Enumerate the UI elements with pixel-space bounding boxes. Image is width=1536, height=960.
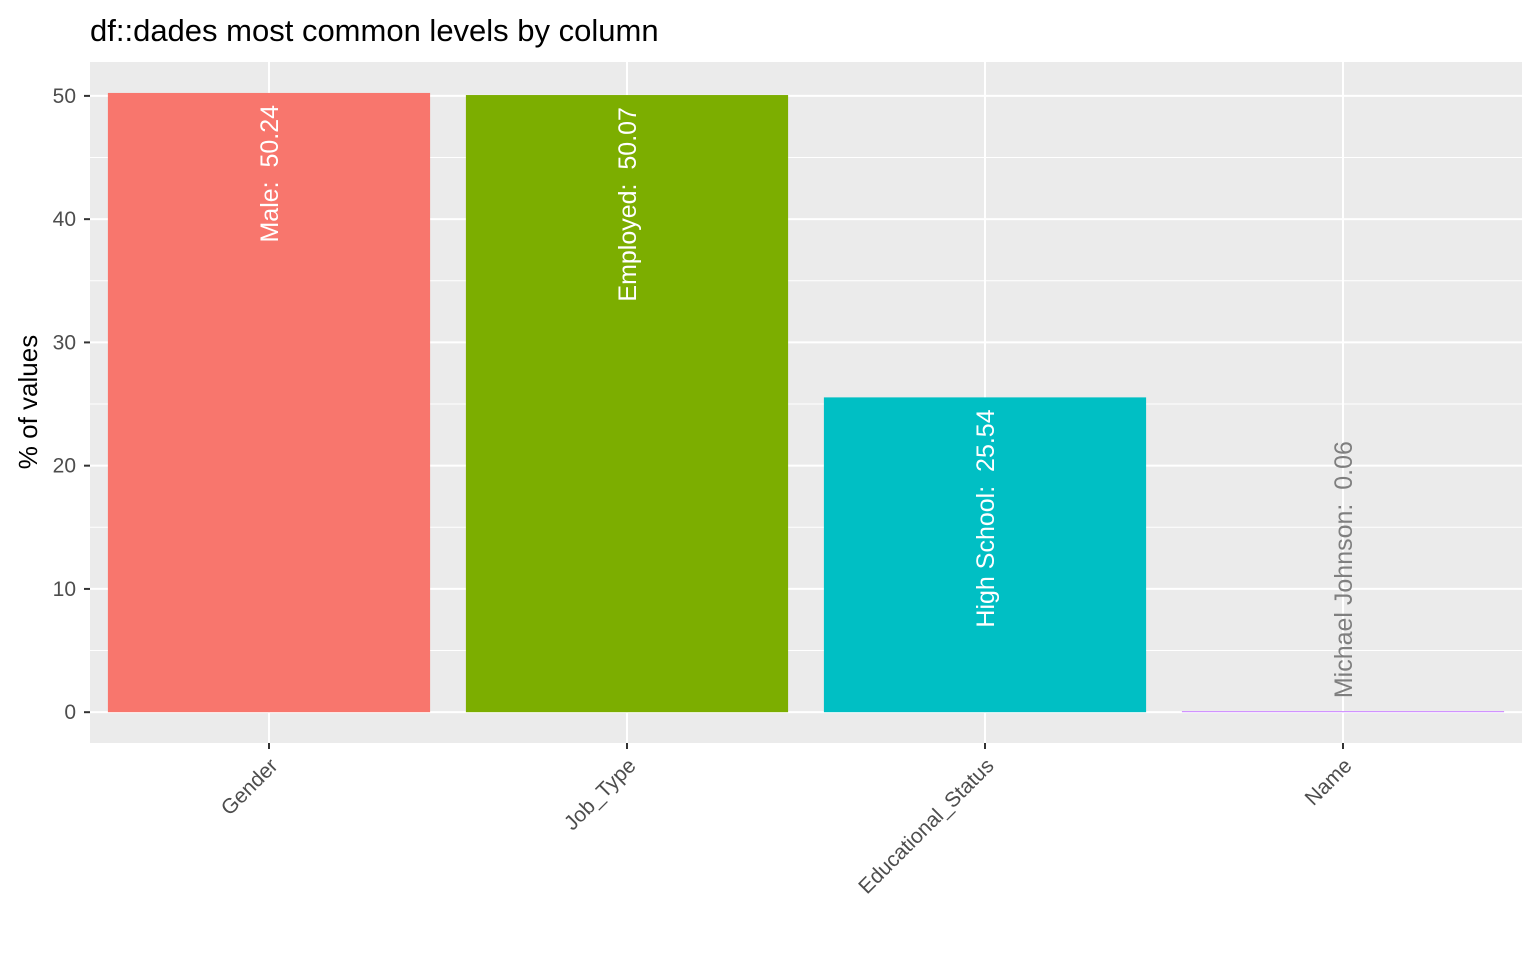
- y-tick-label: 10: [53, 578, 76, 601]
- data-label: Michael Johnson: 0.06: [1330, 441, 1358, 698]
- data-label: Employed: 50.07: [614, 107, 642, 302]
- chart-title: df::dades most common levels by column: [90, 13, 659, 48]
- x-axis: Gender Job_Type Educational_Status Name: [217, 743, 1357, 898]
- data-label: Male: 50.24: [256, 105, 284, 243]
- bar-gender: [107, 92, 431, 713]
- bar-job-type: [465, 95, 789, 713]
- x-tick-label: Educational_Status: [854, 754, 998, 898]
- data-label: High School: 25.54: [972, 409, 1000, 627]
- y-tick-label: 50: [53, 85, 76, 108]
- x-tick-label: Job_Type: [560, 754, 641, 835]
- y-tick-label: 40: [53, 208, 76, 231]
- bar-educational-status: [823, 397, 1147, 713]
- x-tick-label: Gender: [217, 754, 283, 820]
- y-tick-label: 0: [64, 701, 76, 724]
- x-tick-label: Name: [1301, 754, 1357, 810]
- data-labels: Male: 50.24 Employed: 50.07 High School: 2…: [256, 105, 1358, 698]
- bars: [107, 92, 1505, 713]
- bar-name: [1181, 711, 1505, 713]
- y-tick-label: 30: [53, 331, 76, 354]
- y-axis-title: % of values: [13, 335, 43, 469]
- y-axis: 0 10 20 30 40 50: [53, 85, 90, 724]
- y-tick-label: 20: [53, 455, 76, 478]
